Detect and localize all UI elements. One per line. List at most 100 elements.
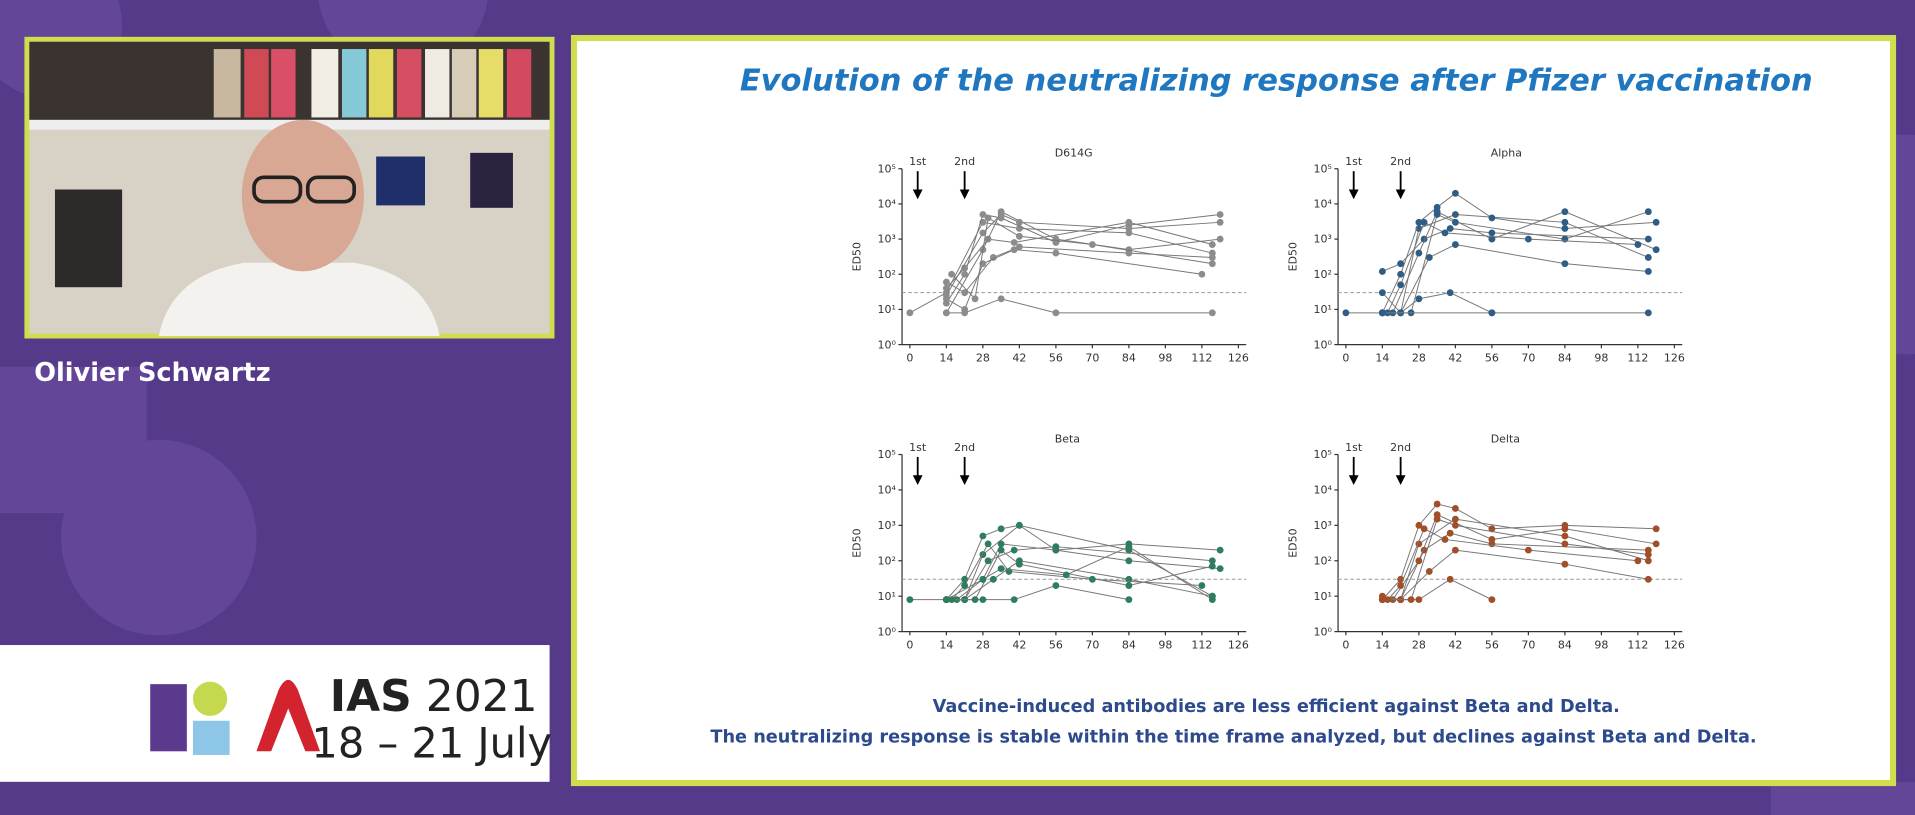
data-point	[997, 295, 1005, 303]
series-line	[946, 249, 1202, 311]
chart: D614G ED50 10⁰ 10¹ 10² 10³ 10⁴ 10⁵ 0 14 28 42 56 70 84…	[851, 147, 1249, 365]
y-tick-label: 10⁴	[1314, 198, 1333, 211]
data-point	[1446, 529, 1454, 537]
data-point	[961, 289, 969, 297]
annotation-arrowhead	[912, 475, 923, 486]
data-point	[1433, 515, 1441, 523]
y-tick-label: 10²	[1314, 268, 1332, 281]
data-point	[1216, 546, 1224, 554]
data-point	[1652, 246, 1660, 254]
y-tick-label: 10¹	[1314, 590, 1332, 603]
annotation: 2nd	[1390, 155, 1411, 168]
series-line	[1381, 192, 1657, 314]
data-point	[1010, 596, 1018, 604]
data-point	[989, 254, 997, 261]
data-point	[1524, 235, 1532, 243]
y-tick-label: 10⁴	[878, 484, 897, 497]
data-point	[1451, 241, 1459, 248]
data-point	[1488, 596, 1496, 604]
data-point	[979, 532, 987, 540]
x-tick-label: 0	[906, 639, 913, 652]
data-point	[1524, 546, 1532, 554]
data-point	[942, 309, 950, 317]
data-point	[1644, 575, 1652, 583]
data-point	[979, 229, 987, 237]
series-line	[945, 213, 1221, 296]
data-point	[906, 309, 914, 317]
data-point	[1652, 218, 1660, 226]
data-point	[961, 582, 969, 589]
data-point	[971, 295, 979, 303]
x-tick-label: 0	[1342, 352, 1349, 365]
x-tick-label: 56	[1049, 352, 1063, 365]
chart-title: Alpha	[1491, 147, 1522, 160]
x-tick-label: 126	[1228, 352, 1249, 365]
data-point	[1451, 189, 1459, 197]
x-tick-label: 84	[1122, 639, 1136, 652]
data-point	[1125, 596, 1133, 604]
data-point	[1488, 309, 1496, 317]
data-point	[1644, 254, 1652, 261]
chart-title: Delta	[1491, 432, 1520, 445]
data-point	[1415, 249, 1423, 257]
series-line	[946, 246, 1213, 294]
data-point	[1015, 243, 1023, 251]
logo-name-text: IAS	[330, 671, 412, 722]
data-point	[1125, 543, 1133, 551]
data-point	[1125, 557, 1133, 565]
series-line	[1382, 244, 1649, 314]
data-point	[1634, 557, 1642, 565]
y-tick-label: 10⁵	[1314, 162, 1332, 175]
y-tick-label: 10²	[878, 268, 896, 281]
y-axis-label: ED50	[851, 528, 864, 557]
data-point	[1446, 289, 1454, 297]
data-point	[1015, 232, 1023, 240]
data-point	[942, 278, 950, 286]
data-point	[1433, 500, 1441, 508]
data-point	[1644, 551, 1652, 558]
chart-title: Beta	[1055, 432, 1080, 445]
data-point	[1216, 218, 1224, 226]
series-line	[946, 524, 1221, 600]
data-point	[1208, 557, 1216, 565]
x-tick-label: 112	[1627, 639, 1648, 652]
x-tick-label: 98	[1594, 639, 1608, 652]
annotation: 2nd	[1390, 441, 1411, 454]
data-point	[1415, 295, 1423, 303]
data-point	[961, 270, 969, 278]
data-point	[1488, 229, 1496, 237]
data-point	[1125, 225, 1133, 232]
data-point	[1652, 525, 1660, 533]
data-point	[1451, 218, 1459, 226]
data-point	[1384, 596, 1392, 604]
data-point	[1446, 575, 1454, 583]
data-point	[1415, 557, 1423, 565]
data-point	[1378, 289, 1386, 297]
data-point	[1125, 582, 1133, 589]
y-tick-label: 10³	[1314, 519, 1332, 532]
data-point	[1088, 241, 1096, 248]
x-tick-label: 14	[939, 639, 953, 652]
annotation-arrowhead	[1395, 189, 1406, 200]
data-point	[1125, 249, 1133, 257]
x-tick-label: 14	[1375, 352, 1389, 365]
x-tick-label: 28	[1412, 352, 1426, 365]
data-point	[1652, 540, 1660, 548]
series-line	[1382, 518, 1649, 601]
x-tick-label: 84	[1122, 352, 1136, 365]
annotation: 1st	[909, 155, 927, 168]
conference-logo: IAS 2021 18 – 21 July	[0, 645, 552, 782]
data-point	[1561, 560, 1569, 568]
annotation-arrowhead	[1348, 189, 1359, 200]
data-point	[1415, 218, 1423, 226]
speaker-body	[158, 262, 440, 337]
data-point	[1397, 270, 1405, 278]
video-feed	[24, 36, 555, 339]
data-point	[984, 214, 992, 222]
annotation: 1st	[1345, 155, 1363, 168]
x-tick-label: 14	[1375, 639, 1389, 652]
x-tick-label: 84	[1558, 352, 1572, 365]
x-tick-label: 42	[1448, 352, 1462, 365]
series-line	[951, 217, 1213, 300]
